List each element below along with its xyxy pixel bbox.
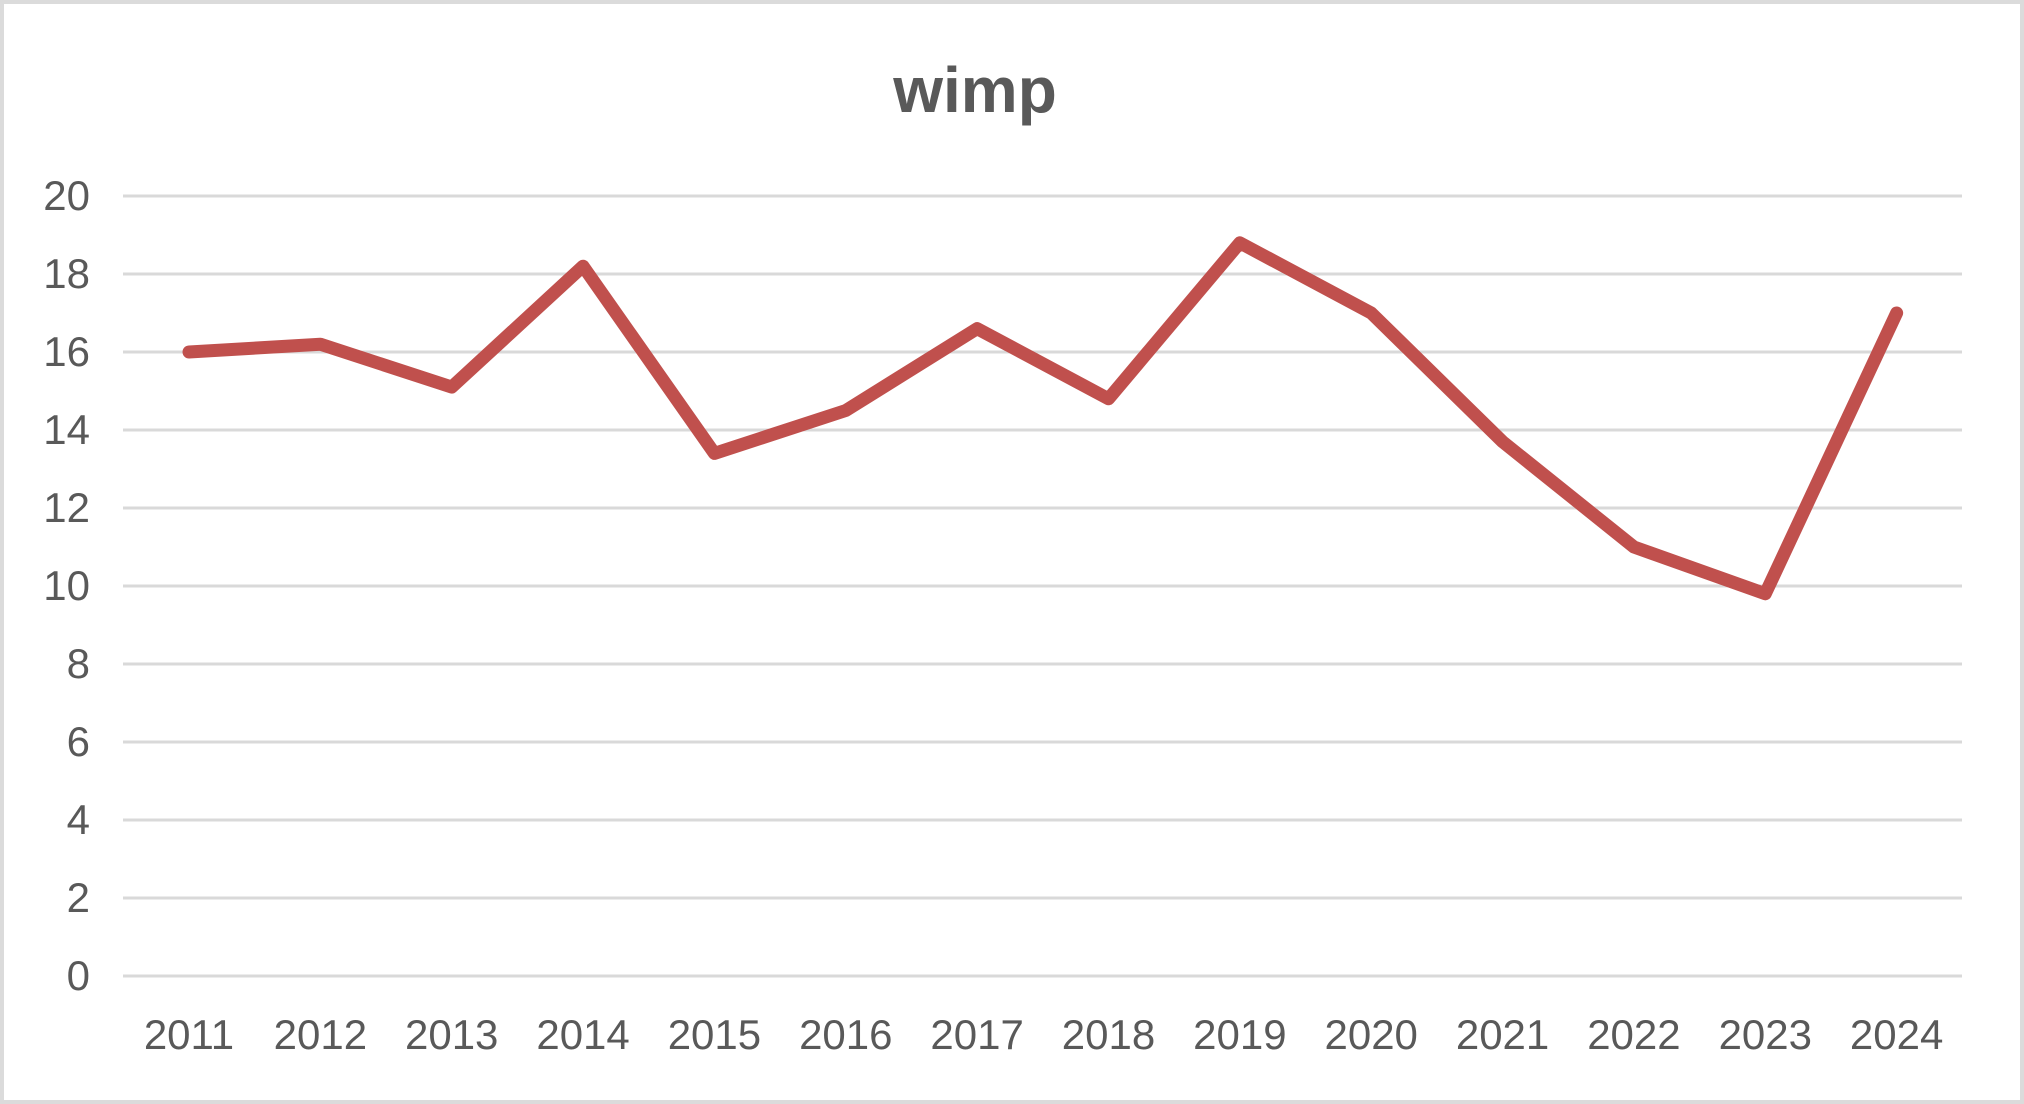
x-axis-labels: 2011 2012 2013 2014 2015 2016 2017 2018 2019 2020… <box>144 1011 1944 1058</box>
x-tick-label: 2020 <box>1324 1011 1417 1058</box>
series-line <box>182 236 1904 601</box>
y-tick-label: 2 <box>67 874 90 921</box>
y-tick-label: 14 <box>43 406 90 453</box>
x-tick-label: 2014 <box>536 1011 629 1058</box>
series-group <box>182 236 1904 601</box>
y-tick-label: 12 <box>43 484 90 531</box>
x-tick-label: 2023 <box>1719 1011 1812 1058</box>
x-tick-label: 2024 <box>1850 1011 1943 1058</box>
x-tick-label: 2013 <box>405 1011 498 1058</box>
x-tick-label: 2015 <box>668 1011 761 1058</box>
y-tick-label: 4 <box>67 796 90 843</box>
y-tick-label: 16 <box>43 328 90 375</box>
y-tick-label: 18 <box>43 250 90 297</box>
y-tick-label: 6 <box>67 718 90 765</box>
x-tick-label: 2022 <box>1587 1011 1680 1058</box>
chart-title: wimp <box>892 54 1057 126</box>
y-axis-labels: 0 2 4 6 8 10 12 14 16 18 20 <box>43 172 90 999</box>
y-tick-label: 8 <box>67 640 90 687</box>
x-tick-label: 2011 <box>144 1011 234 1058</box>
y-tick-label: 20 <box>43 172 90 219</box>
x-tick-label: 2018 <box>1062 1011 1155 1058</box>
y-tick-label: 10 <box>43 562 90 609</box>
x-tick-label: 2021 <box>1456 1011 1549 1058</box>
x-tick-label: 2016 <box>799 1011 892 1058</box>
gridlines <box>123 194 1962 978</box>
x-tick-label: 2019 <box>1193 1011 1286 1058</box>
y-tick-label: 0 <box>67 952 90 999</box>
x-tick-label: 2017 <box>930 1011 1023 1058</box>
x-tick-label: 2012 <box>274 1011 367 1058</box>
